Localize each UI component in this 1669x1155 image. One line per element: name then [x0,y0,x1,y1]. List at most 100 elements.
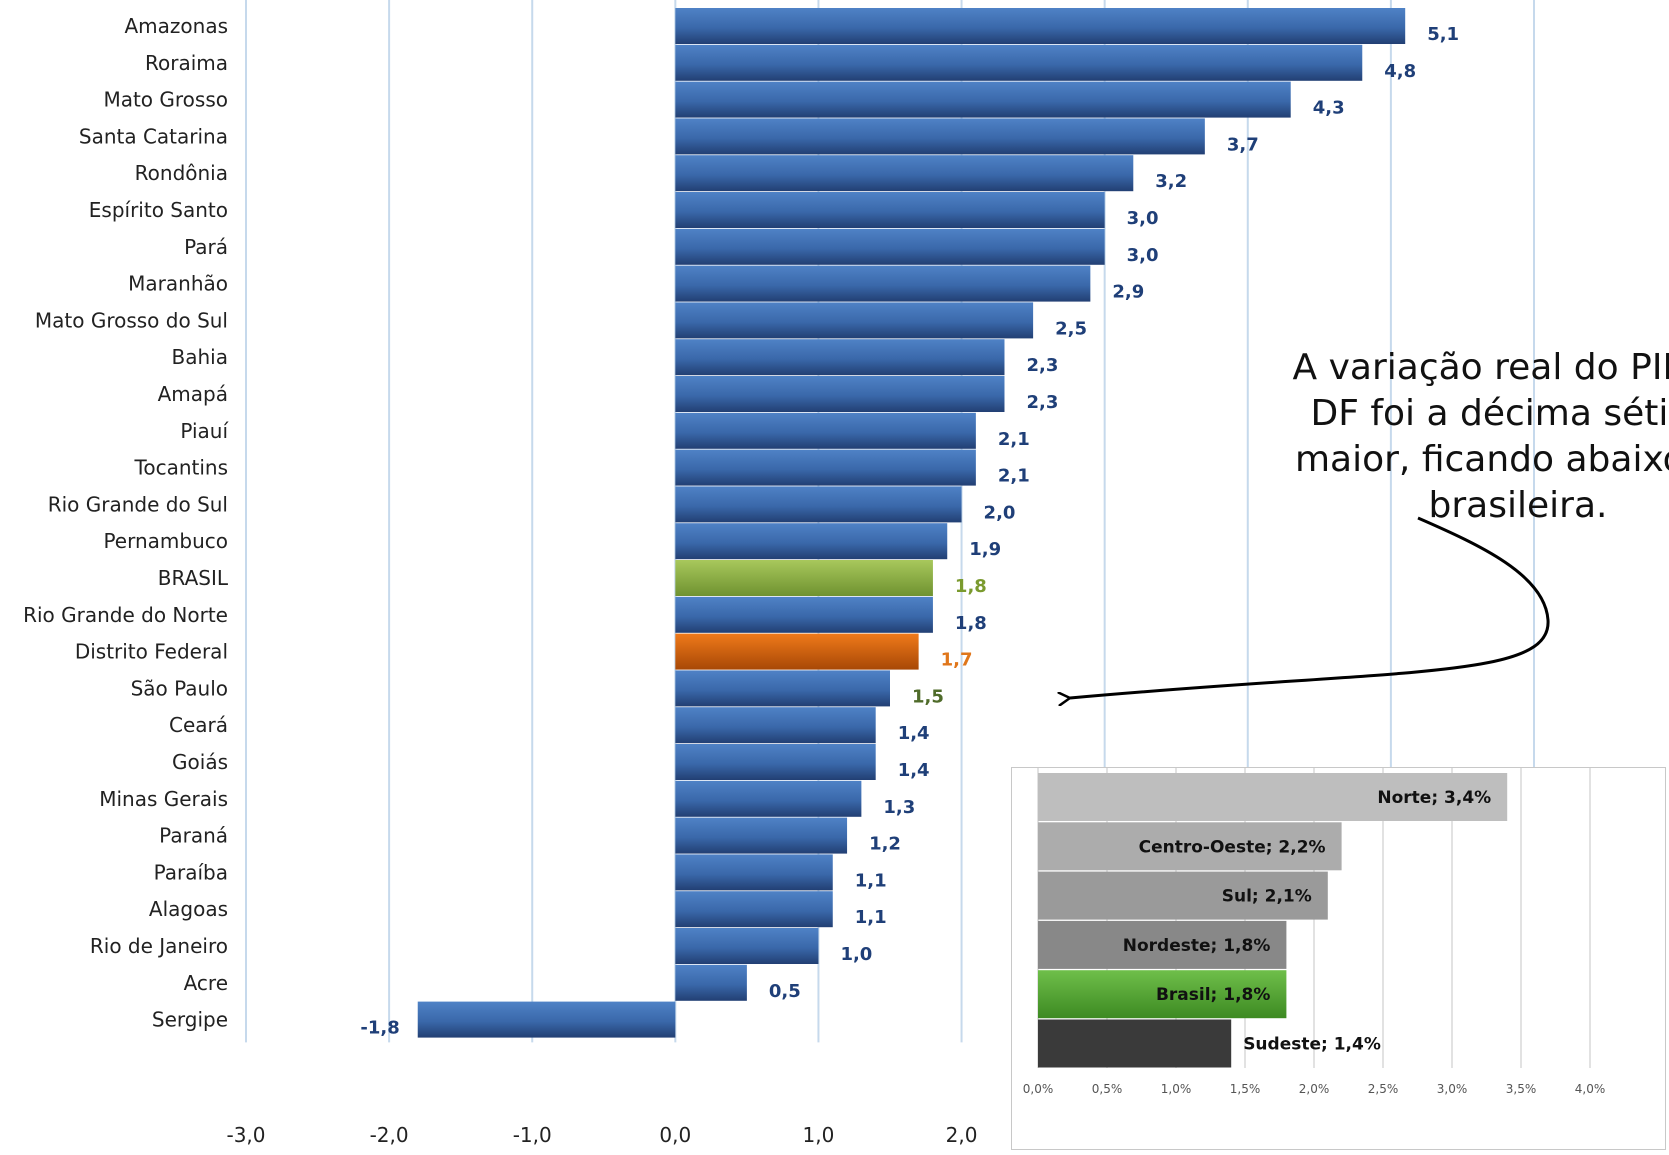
category-label: Amapá [158,382,228,406]
category-label: Rio Grande do Norte [23,603,228,627]
bar-para [675,228,1105,265]
value-label: 1,4 [898,760,930,781]
inset-bar-label: Sudeste; 1,4% [1243,1035,1381,1055]
x-tick-label: 2,0 [946,1123,978,1147]
value-label: 1,1 [855,907,887,928]
category-label: Bahia [172,345,228,369]
bar-santa-catarina [675,118,1205,155]
value-label: 1,5 [912,686,944,707]
category-label: Sergipe [152,1008,228,1032]
category-label: Piauí [180,419,229,443]
value-label: 3,0 [1127,245,1159,266]
category-label: Amazonas [124,14,228,38]
inset-x-tick-label: 3,5% [1506,1082,1537,1096]
inset-bars [1038,773,1508,1068]
category-label: Mato Grosso do Sul [35,308,228,332]
category-label: São Paulo [131,676,228,700]
category-label: Rio de Janeiro [90,934,228,958]
inset-x-tick-label: 2,0% [1299,1082,1330,1096]
inset-bar-norte [1038,773,1508,821]
value-label: 2,3 [1026,392,1058,413]
category-label: Paraná [159,824,228,848]
regional-inset-chart: Norte; 3,4% Centro-Oeste; 2,2% Sul; 2,1% No… [1011,767,1666,1150]
bar-mato-grosso-do-sul [675,302,1034,339]
bar-sergipe [417,1001,676,1038]
inset-bar-label: Brasil; 1,8% [1156,985,1270,1005]
value-label: 1,1 [855,870,887,891]
bar-espirito-santo [675,192,1105,228]
category-label: Pará [184,235,228,259]
inset-bar-nordeste [1038,920,1287,969]
bar-alagoas [675,891,833,928]
category-labels: Amazonas Roraima Mato Grosso Santa Catarina… [23,14,229,1032]
bar-mato-grosso [675,81,1291,118]
x-tick-label: -3,0 [226,1123,265,1147]
inset-bar-centro-oeste [1038,822,1342,871]
category-label: Goiás [172,750,228,774]
bar-minas-gerais [675,780,862,817]
bar-rio-de-janeiro [675,928,819,964]
bar-brasil [675,560,933,596]
value-label: 1,9 [969,539,1001,560]
category-label: Ceará [169,713,228,737]
value-label: 1,7 [941,650,973,671]
value-label: 4,8 [1384,61,1416,82]
annotation-text: A variação real do PIB do DF foi a décim… [1292,347,1669,526]
inset-x-tick-label: 4,0% [1575,1082,1606,1096]
bar-sao-paulo [675,670,890,707]
category-label: BRASIL [158,566,229,590]
bar-maranhao [675,265,1091,302]
category-label: Alagoas [149,897,228,921]
bar-piaui [675,412,976,449]
x-tick-label: 0,0 [659,1123,691,1147]
inset-x-tick-label: 2,5% [1368,1082,1399,1096]
value-label: 1,8 [955,576,987,597]
category-label: Mato Grosso [103,88,228,112]
category-label: Roraima [145,51,228,75]
category-label: Distrito Federal [75,640,228,664]
value-label: 1,3 [883,797,915,818]
inset-bar-label: Nordeste; 1,8% [1123,936,1271,956]
inset-bar-label: Centro-Oeste; 2,2% [1139,837,1326,857]
bar-rio-grande-do-norte [675,596,933,633]
inset-bar-label: Sul; 2,1% [1222,887,1312,907]
bar-goias [675,744,876,780]
bars [417,8,1406,1038]
value-label: 2,5 [1055,318,1087,339]
value-label: 0,5 [769,981,801,1002]
value-label: 3,0 [1127,208,1159,229]
value-label: -1,8 [360,1018,399,1039]
category-label: Pernambuco [103,529,228,553]
category-label: Maranhão [128,272,228,296]
value-label: 2,1 [998,466,1030,487]
value-label: 1,0 [840,944,872,965]
category-label: Espírito Santo [89,198,228,222]
bar-pernambuco [675,523,948,560]
x-tick-label: -2,0 [370,1123,409,1147]
value-label: 2,1 [998,429,1030,450]
value-label: 5,1 [1427,24,1459,45]
value-label: 2,0 [984,502,1016,523]
bar-rondonia [675,155,1134,192]
inset-bar-label: Norte; 3,4% [1377,788,1491,808]
value-label: 3,2 [1155,171,1187,192]
category-label: Paraíba [154,860,228,884]
bar-tocantins [675,449,976,486]
bar-ceara [675,707,876,744]
bar-rio-grande-do-sul [675,486,962,523]
value-label: 1,2 [869,834,901,855]
category-label: Rio Grande do Sul [48,492,228,516]
category-label: Tocantins [134,456,228,480]
inset-x-tick-label: 0,5% [1092,1082,1123,1096]
x-tick-label: 1,0 [803,1123,835,1147]
inset-x-tick-label: 3,0% [1437,1082,1468,1096]
inset-bar-sudeste [1038,1019,1232,1068]
inset-x-axis-ticks: 0,0% 0,5% 1,0% 1,5% 2,0% 2,5% 3,0% 3,5% 4,0% [1023,1082,1606,1096]
category-label: Santa Catarina [79,124,228,148]
value-label: 4,3 [1313,98,1345,119]
category-label: Acre [184,971,228,995]
bar-paraiba [675,854,833,891]
bar-bahia [675,339,1005,376]
inset-bar-labels: Norte; 3,4% Centro-Oeste; 2,2% Sul; 2,1% No… [1123,788,1491,1055]
